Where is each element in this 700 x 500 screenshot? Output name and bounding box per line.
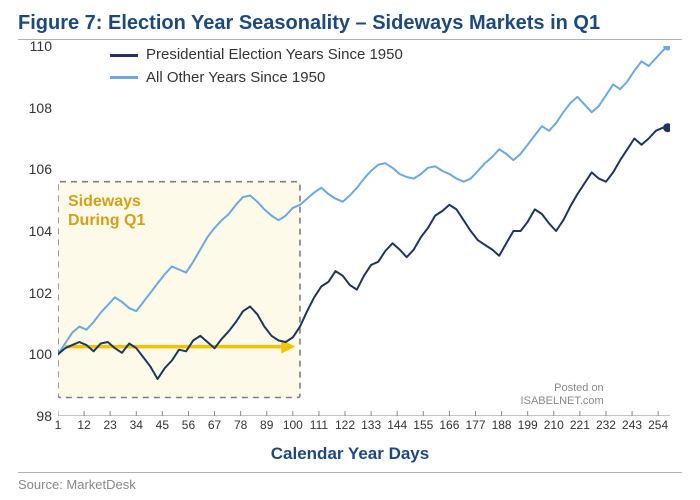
x-tick-label: 78 (229, 418, 253, 432)
x-tick-label: 45 (150, 418, 174, 432)
x-tick-label: 144 (385, 418, 409, 432)
x-tick-label: 221 (568, 418, 592, 432)
x-tick-label: 111 (307, 418, 331, 432)
x-tick-label: 155 (411, 418, 435, 432)
x-tick-label: 210 (542, 418, 566, 432)
x-tick-label: 199 (516, 418, 540, 432)
x-tick-label: 89 (255, 418, 279, 432)
figure-container: Figure 7: Election Year Seasonality – Si… (0, 0, 700, 500)
y-tick-label: 104 (12, 223, 52, 239)
x-tick-label: 23 (98, 418, 122, 432)
y-tick-label: 108 (12, 100, 52, 116)
y-tick-label: 102 (12, 285, 52, 301)
watermark-line1: Posted on (521, 382, 604, 395)
watermark-line2: ISABELNET.com (521, 395, 604, 408)
x-tick-label: 177 (463, 418, 487, 432)
x-tick-label: 232 (594, 418, 618, 432)
x-tick-label: 166 (437, 418, 461, 432)
x-tick-label: 12 (72, 418, 96, 432)
plot-area (58, 46, 670, 416)
watermark: Posted on ISABELNET.com (521, 382, 604, 408)
x-tick-label: 254 (646, 418, 670, 432)
x-tick-label: 122 (333, 418, 357, 432)
y-tick-label: 100 (12, 346, 52, 362)
x-tick-label: 100 (281, 418, 305, 432)
x-tick-label: 133 (359, 418, 383, 432)
figure-title: Figure 7: Election Year Seasonality – Si… (18, 12, 682, 40)
x-tick-label: 34 (124, 418, 148, 432)
source-line: Source: MarketDesk (18, 472, 682, 492)
x-tick-label: 188 (490, 418, 514, 432)
x-tick-label: 56 (176, 418, 200, 432)
y-tick-label: 110 (12, 38, 52, 54)
plot-svg (58, 46, 670, 416)
x-tick-label: 1 (46, 418, 70, 432)
x-tick-label: 243 (620, 418, 644, 432)
y-tick-label: 106 (12, 161, 52, 177)
x-axis-title: Calendar Year Days (0, 444, 700, 464)
annotation-q1-label: Sideways During Q1 (68, 192, 145, 230)
x-tick-label: 67 (203, 418, 227, 432)
